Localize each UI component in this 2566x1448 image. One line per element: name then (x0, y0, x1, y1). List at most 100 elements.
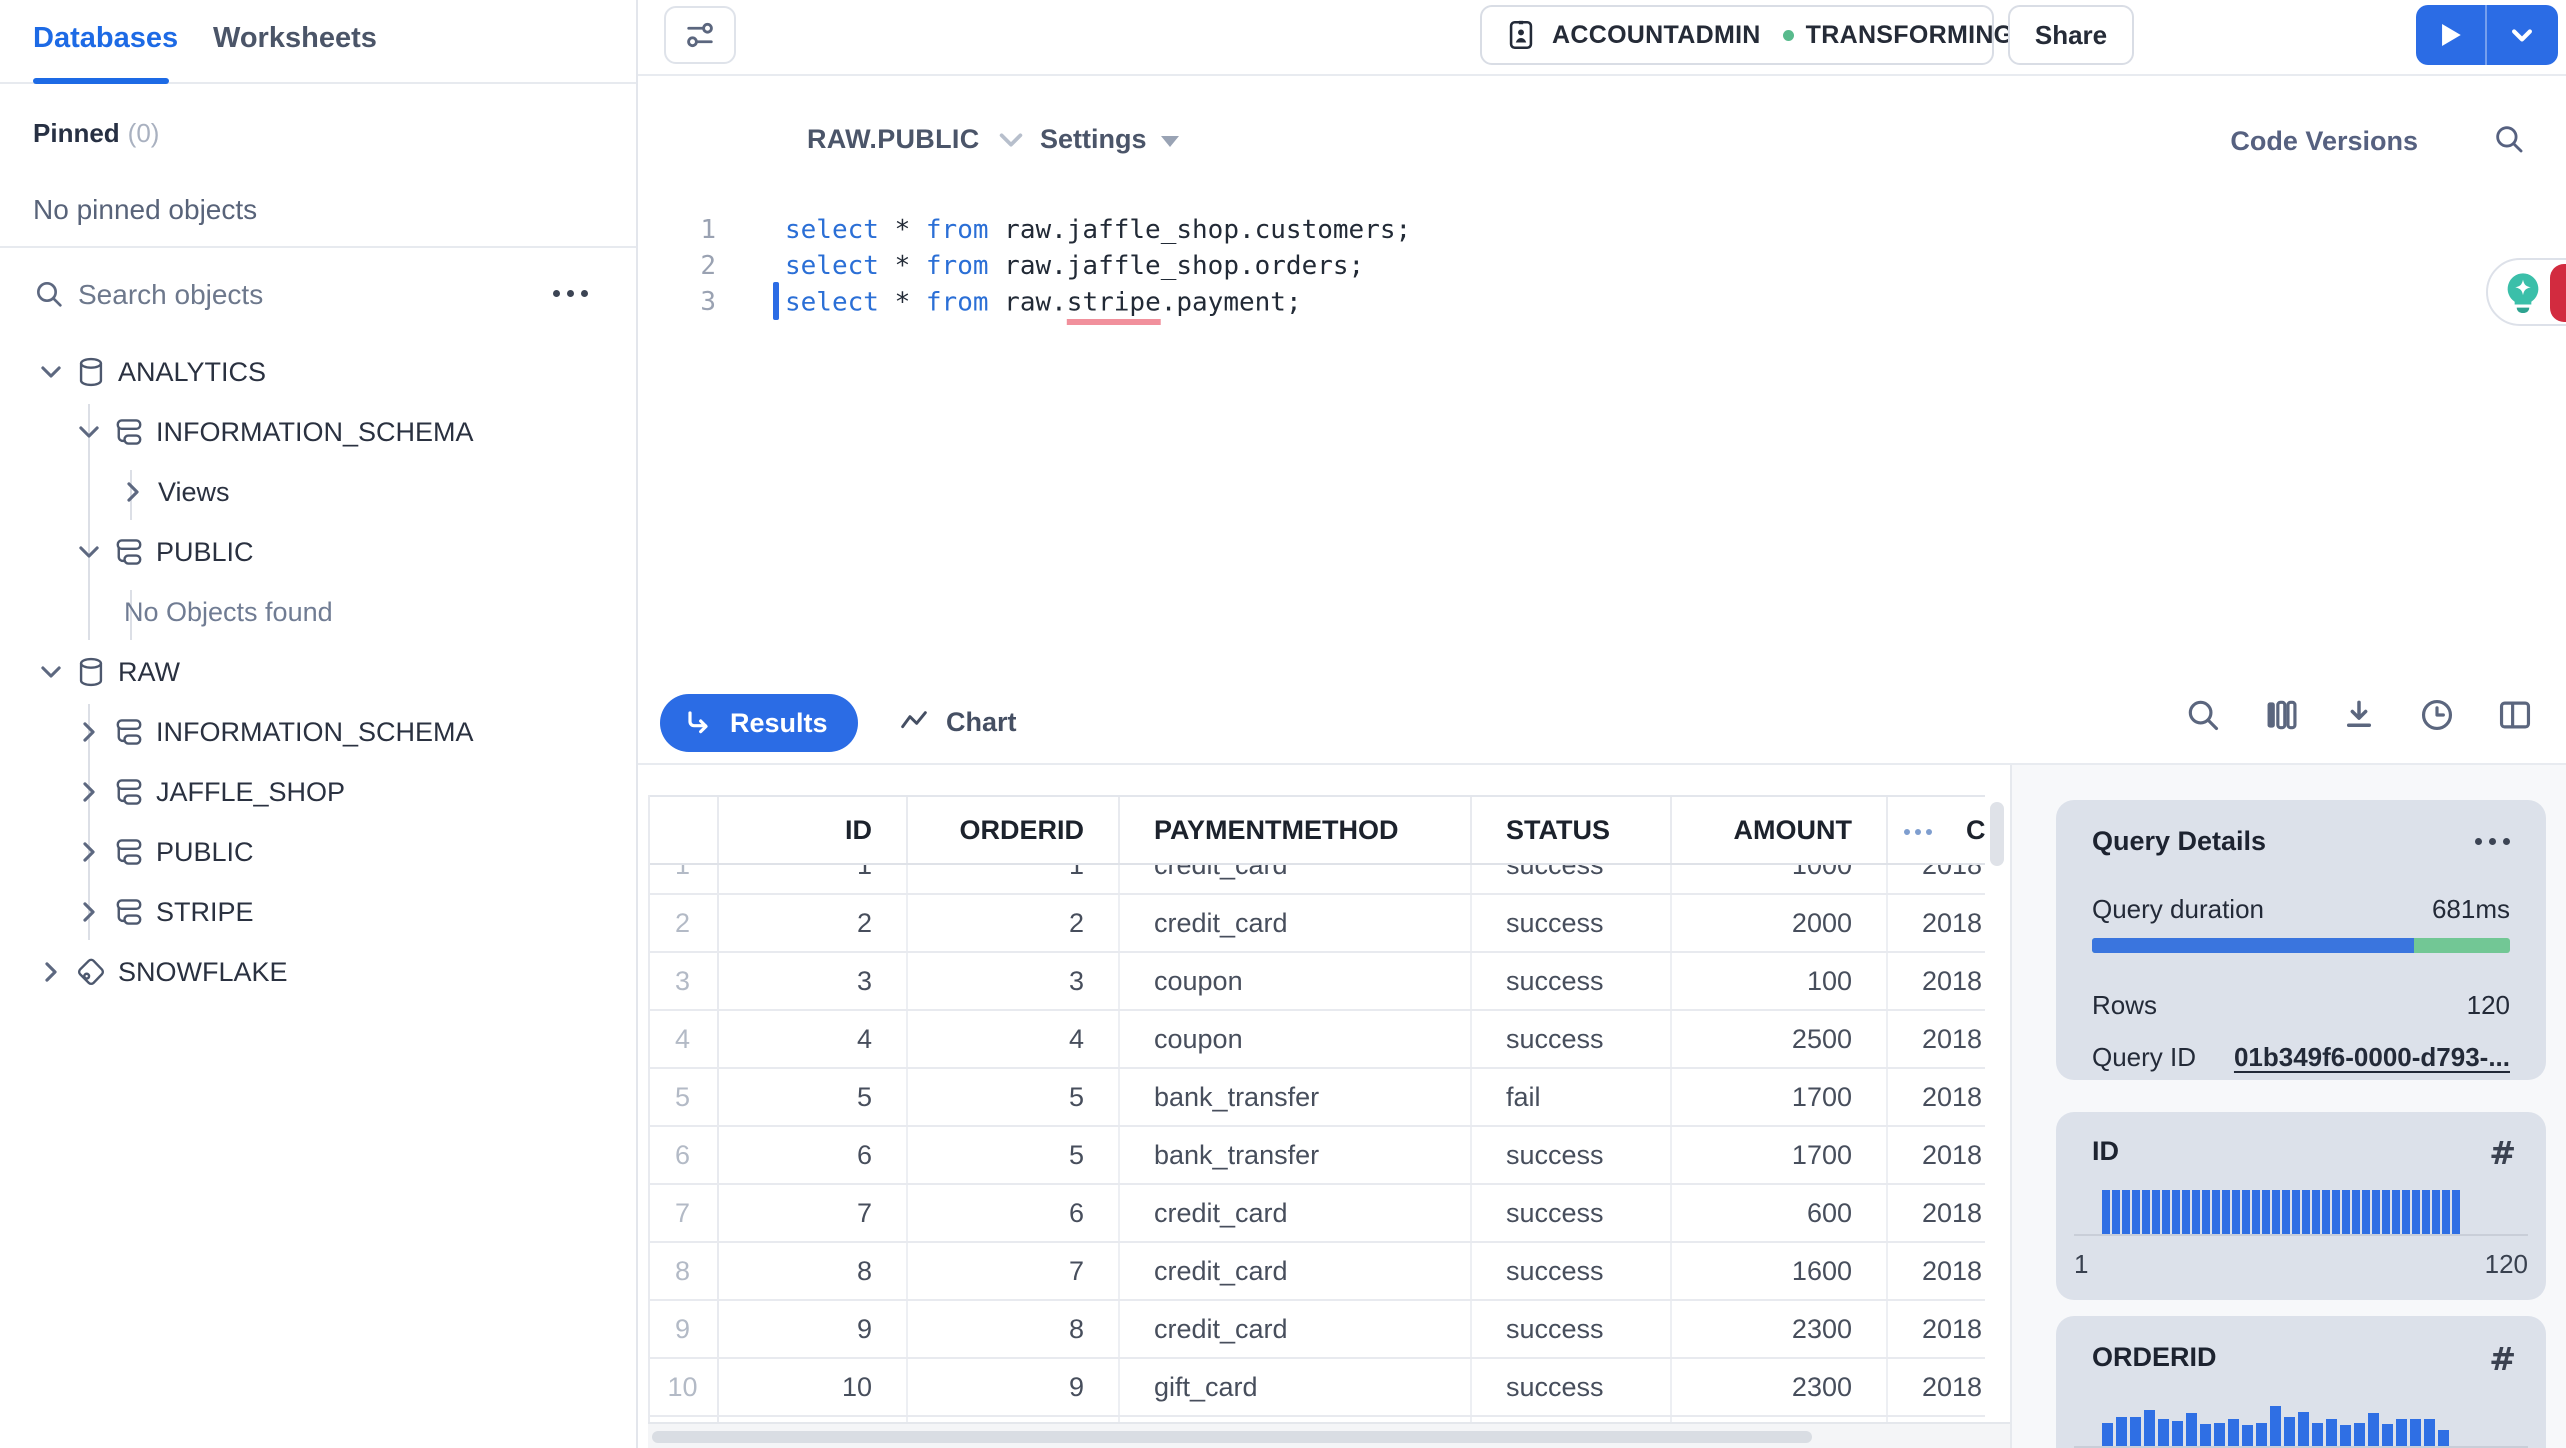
sql-editor[interactable]: 1 select * from raw.jaffle_shop.customers… (638, 212, 2566, 668)
columns-icon[interactable] (2262, 696, 2300, 734)
sidebar-more-menu[interactable] (553, 290, 588, 297)
column-header-id[interactable]: ID (719, 797, 908, 863)
chevron-right-icon[interactable] (118, 477, 148, 507)
context-role-warehouse-button[interactable]: ACCOUNTADMIN TRANSFORMING (1480, 5, 2013, 65)
table-cell[interactable]: 6 (908, 1185, 1120, 1241)
table-row[interactable]: 7 7 6 credit_card success 600 2018 (648, 1185, 1985, 1243)
code-line-1[interactable]: 1 select * from raw.jaffle_shop.customers… (638, 212, 2566, 248)
table-cell[interactable]: 2018 (1888, 1243, 1985, 1299)
column-stats-card-orderid[interactable]: ORDERID # (2056, 1316, 2546, 1448)
table-cell[interactable]: success (1472, 953, 1672, 1009)
column-header-paymentmethod[interactable]: PAYMENTMETHOD (1120, 797, 1472, 863)
table-cell[interactable]: 2018 (1888, 1011, 1985, 1067)
table-cell[interactable]: success (1472, 1185, 1672, 1241)
table-cell[interactable]: 1600 (1672, 1243, 1888, 1299)
results-table[interactable]: ID ORDERID PAYMENTMETHOD STATUS AMOUNT CREATE… (648, 795, 1985, 1422)
table-cell[interactable]: 3 (719, 953, 908, 1009)
table-cell[interactable]: coupon (1120, 953, 1472, 1009)
row-number-cell[interactable]: 7 (648, 1185, 719, 1241)
table-cell[interactable]: 2018 (1888, 1359, 1985, 1415)
database-schema-selector[interactable]: RAW.PUBLIC (807, 124, 1026, 155)
table-row[interactable]: 4 4 4 coupon success 2500 2018 (648, 1011, 1985, 1069)
column-stats-card-id[interactable]: ID # 1 120 (2056, 1112, 2546, 1300)
tree-item-public[interactable]: PUBLIC (0, 522, 636, 582)
tree-item-analytics[interactable]: ANALYTICS (0, 342, 636, 402)
table-row[interactable]: 3 3 3 coupon success 100 2018 (648, 953, 1985, 1011)
tab-results[interactable]: Results (660, 694, 858, 752)
table-cell[interactable]: 2018 (1888, 1127, 1985, 1183)
chevron-right-icon[interactable] (74, 837, 104, 867)
table-cell[interactable]: 8 (908, 1301, 1120, 1357)
table-cell[interactable] (1120, 1417, 1472, 1422)
horizontal-scrollbar[interactable] (648, 1422, 2010, 1448)
download-icon[interactable] (2340, 696, 2378, 734)
table-cell[interactable]: gift_card (1120, 1359, 1472, 1415)
tree-item-views[interactable]: Views (0, 462, 636, 522)
search-input[interactable] (78, 272, 498, 318)
column-menu-icon[interactable] (1904, 829, 1932, 835)
table-cell[interactable] (719, 1417, 908, 1422)
table-cell[interactable]: 6 (719, 1127, 908, 1183)
table-cell[interactable]: 4 (908, 1011, 1120, 1067)
row-number-cell[interactable]: 10 (648, 1359, 719, 1415)
table-row[interactable]: 9 9 8 credit_card success 2300 2018 (648, 1301, 1985, 1359)
table-cell[interactable]: bank_transfer (1120, 1069, 1472, 1125)
table-row[interactable]: 10 10 9 gift_card success 2300 2018 (648, 1359, 1985, 1417)
table-cell[interactable]: credit_card (1120, 1243, 1472, 1299)
table-cell[interactable]: 600 (1672, 1185, 1888, 1241)
row-number-cell[interactable]: 3 (648, 953, 719, 1009)
row-number-cell[interactable]: 5 (648, 1069, 719, 1125)
tree-item-jaffle_shop[interactable]: JAFFLE_SHOP (0, 762, 636, 822)
table-cell[interactable]: success (1472, 1011, 1672, 1067)
table-cell[interactable]: 10 (719, 1359, 908, 1415)
table-cell[interactable]: 3 (908, 953, 1120, 1009)
table-cell[interactable]: 2 (908, 895, 1120, 951)
table-cell[interactable]: 2 (719, 895, 908, 951)
search-results-icon[interactable] (2184, 696, 2222, 734)
table-cell[interactable]: 1700 (1672, 1127, 1888, 1183)
worksheet-filters-button[interactable] (664, 6, 736, 64)
query-id-link[interactable]: 01b349f6-0000-d793-... (2233, 1042, 2510, 1072)
table-cell[interactable]: credit_card (1120, 1301, 1472, 1357)
tree-item-information_schema[interactable]: INFORMATION_SCHEMA (0, 702, 636, 762)
history-clock-icon[interactable] (2418, 696, 2456, 734)
table-cell[interactable]: 100 (1672, 953, 1888, 1009)
chevron-down-icon[interactable] (36, 657, 66, 687)
table-cell[interactable]: 7 (719, 1185, 908, 1241)
table-cell[interactable]: 5 (908, 1127, 1120, 1183)
code-versions-button[interactable]: Code Versions (2230, 126, 2418, 156)
tree-item-public[interactable]: PUBLIC (0, 822, 636, 882)
code-line-3[interactable]: 3 select * from raw.stripe.payment; (638, 282, 2566, 320)
table-cell[interactable]: credit_card (1120, 1185, 1472, 1241)
tab-databases[interactable]: Databases (33, 22, 179, 54)
settings-dropdown[interactable]: Settings (1040, 124, 1179, 155)
chevron-right-icon[interactable] (74, 717, 104, 747)
chevron-down-icon[interactable] (74, 417, 104, 447)
table-cell[interactable]: 2000 (1672, 895, 1888, 951)
table-cell[interactable]: 4 (719, 1011, 908, 1067)
column-header-rownum[interactable] (648, 797, 719, 863)
column-header-amount[interactable]: AMOUNT (1672, 797, 1888, 863)
row-number-cell[interactable]: 9 (648, 1301, 719, 1357)
table-cell[interactable]: coupon (1120, 1011, 1472, 1067)
table-cell[interactable]: 9 (719, 1301, 908, 1357)
table-cell[interactable]: fail (1472, 1069, 1672, 1125)
table-cell[interactable]: 2018 (1888, 953, 1985, 1009)
copilot-suggestion-pill[interactable]: 1 (2486, 258, 2566, 326)
row-number-cell[interactable]: 8 (648, 1243, 719, 1299)
table-cell[interactable] (1888, 1417, 1985, 1422)
run-button[interactable] (2416, 5, 2487, 65)
column-header-status[interactable]: STATUS (1472, 797, 1672, 863)
tab-chart[interactable]: Chart (898, 706, 1017, 738)
table-cell[interactable]: 7 (908, 1243, 1120, 1299)
table-cell[interactable] (1672, 1417, 1888, 1422)
table-cell[interactable]: 1700 (1672, 1069, 1888, 1125)
tree-item-snowflake[interactable]: SNOWFLAKE (0, 942, 636, 1002)
row-number-cell[interactable]: 6 (648, 1127, 719, 1183)
vertical-scrollbar[interactable] (1990, 802, 2004, 866)
tab-worksheets[interactable]: Worksheets (213, 22, 377, 54)
tree-item-raw[interactable]: RAW (0, 642, 636, 702)
table-cell[interactable]: success (1472, 1127, 1672, 1183)
table-cell[interactable]: 2018 (1888, 895, 1985, 951)
split-panel-icon[interactable] (2496, 696, 2534, 734)
